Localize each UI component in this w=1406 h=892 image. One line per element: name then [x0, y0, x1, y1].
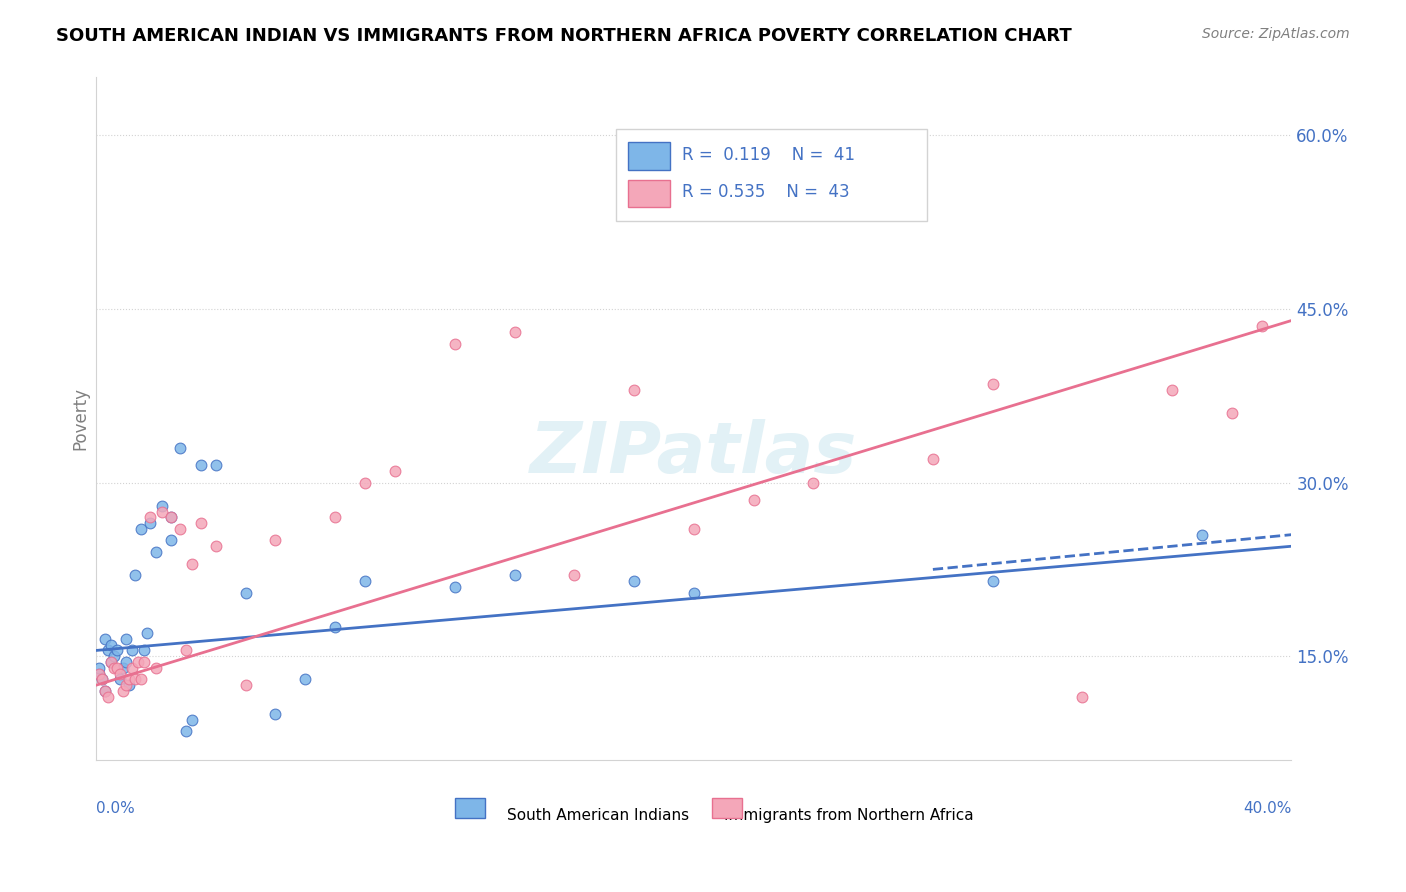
Point — [264, 707, 287, 722]
Text: R = 0.535    N =  43: R = 0.535 N = 43 — [682, 183, 849, 202]
Point — [150, 504, 173, 518]
Point — [1161, 383, 1184, 397]
FancyBboxPatch shape — [454, 798, 485, 819]
Point — [145, 661, 167, 675]
Text: Source: ZipAtlas.com: Source: ZipAtlas.com — [1202, 27, 1350, 41]
Point — [323, 510, 346, 524]
Text: R =  0.119    N =  41: R = 0.119 N = 41 — [682, 145, 855, 163]
Point — [132, 655, 155, 669]
Point — [160, 510, 183, 524]
Point — [91, 673, 114, 687]
Point — [190, 516, 212, 530]
Point — [127, 655, 149, 669]
Point — [136, 626, 159, 640]
Point — [160, 533, 183, 548]
Point — [112, 661, 135, 675]
Point — [503, 568, 526, 582]
Point — [94, 684, 117, 698]
Point — [160, 510, 183, 524]
Point — [294, 673, 316, 687]
Point — [1191, 527, 1213, 541]
Point — [94, 684, 117, 698]
Point — [112, 684, 135, 698]
Point — [169, 522, 191, 536]
Point — [235, 585, 257, 599]
Point — [190, 458, 212, 473]
Point — [204, 539, 226, 553]
Point — [115, 632, 138, 646]
Point — [91, 673, 114, 687]
Point — [97, 690, 120, 704]
Point — [115, 655, 138, 669]
Point — [89, 661, 111, 675]
Point — [105, 661, 128, 675]
FancyBboxPatch shape — [628, 143, 669, 169]
Point — [174, 724, 197, 739]
Point — [124, 673, 146, 687]
Point — [801, 475, 824, 490]
Point — [129, 673, 152, 687]
Point — [121, 643, 143, 657]
Y-axis label: Poverty: Poverty — [72, 387, 89, 450]
Point — [503, 325, 526, 339]
Text: South American Indians: South American Indians — [508, 808, 689, 823]
Point — [145, 545, 167, 559]
Point — [742, 492, 765, 507]
Point — [169, 441, 191, 455]
Point — [623, 574, 645, 588]
Point — [139, 516, 162, 530]
Point — [1071, 690, 1094, 704]
Point — [94, 632, 117, 646]
Point — [139, 510, 162, 524]
Point — [115, 678, 138, 692]
Point — [103, 649, 125, 664]
Point — [129, 522, 152, 536]
Point — [89, 666, 111, 681]
Point — [384, 464, 406, 478]
Point — [150, 499, 173, 513]
Point — [108, 673, 131, 687]
Point — [1220, 406, 1243, 420]
Point — [443, 336, 465, 351]
Point — [180, 713, 202, 727]
Point — [97, 643, 120, 657]
Point — [121, 661, 143, 675]
Point — [443, 580, 465, 594]
Point — [132, 643, 155, 657]
Text: SOUTH AMERICAN INDIAN VS IMMIGRANTS FROM NORTHERN AFRICA POVERTY CORRELATION CHA: SOUTH AMERICAN INDIAN VS IMMIGRANTS FROM… — [56, 27, 1071, 45]
Text: 0.0%: 0.0% — [96, 801, 135, 816]
Point — [89, 666, 111, 681]
Point — [354, 574, 377, 588]
Text: Immigrants from Northern Africa: Immigrants from Northern Africa — [724, 808, 974, 823]
Point — [323, 620, 346, 634]
Point — [108, 666, 131, 681]
FancyBboxPatch shape — [628, 180, 669, 207]
Text: ZIPatlas: ZIPatlas — [530, 418, 858, 488]
Point — [103, 661, 125, 675]
Point — [921, 452, 943, 467]
Point — [174, 643, 197, 657]
Point — [682, 522, 704, 536]
Point — [100, 655, 122, 669]
Point — [180, 557, 202, 571]
Point — [623, 383, 645, 397]
Point — [264, 533, 287, 548]
Point — [682, 585, 704, 599]
Point — [235, 678, 257, 692]
Point — [124, 568, 146, 582]
Point — [981, 377, 1004, 392]
Point — [1250, 319, 1272, 334]
Text: 40.0%: 40.0% — [1243, 801, 1292, 816]
Point — [354, 475, 377, 490]
Point — [118, 673, 141, 687]
FancyBboxPatch shape — [616, 128, 927, 221]
FancyBboxPatch shape — [711, 798, 741, 819]
Point — [981, 574, 1004, 588]
Point — [100, 638, 122, 652]
Point — [204, 458, 226, 473]
Point — [562, 568, 585, 582]
Point — [100, 655, 122, 669]
Point — [118, 678, 141, 692]
Point — [105, 643, 128, 657]
